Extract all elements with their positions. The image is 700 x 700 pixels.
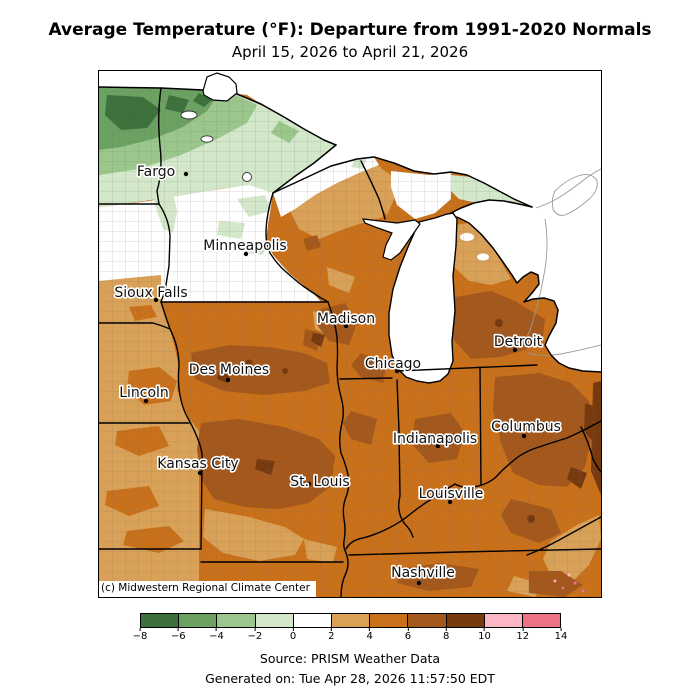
colorbar-segment-5 — [331, 614, 371, 627]
state-borders — [99, 87, 601, 597]
small-lake — [242, 172, 252, 182]
colorbar-tick-−4: −4 — [209, 628, 224, 642]
colorbar-tick-−2: −2 — [247, 628, 262, 642]
city-label-madison: Madison — [317, 311, 375, 327]
colorbar-segment-2 — [217, 614, 256, 627]
colorbar-legend — [140, 613, 561, 628]
city-dot-nashville — [416, 580, 422, 586]
colorbar-segment-8 — [446, 614, 485, 627]
generated-caption: Generated on: Tue Apr 28, 2026 11:57:50 … — [205, 671, 495, 686]
city-layer: Fargo Minneapolis Sioux Falls Madison Chicag… — [113, 162, 562, 586]
colorbar-segment-7 — [408, 614, 447, 627]
small-lake — [180, 110, 198, 120]
city-dot-st-louis — [306, 481, 312, 487]
city-dot-indianapolis — [435, 443, 441, 449]
colorbar-tick-8: 8 — [443, 628, 449, 642]
city-dot-madison — [343, 323, 349, 329]
city-label-st-louis: St. Louis — [290, 474, 349, 490]
city-label-detroit: Detroit — [494, 334, 543, 350]
city-label-sioux-falls: Sioux Falls — [114, 285, 187, 301]
page-subtitle: April 15, 2026 to April 21, 2026 — [231, 43, 469, 61]
city-label-minneapolis: Minneapolis — [203, 238, 286, 254]
green-bay — [361, 218, 421, 261]
city-dot-columbus — [521, 433, 527, 439]
city-dot-detroit — [512, 347, 518, 353]
map-copyright: (c) Midwestern Regional Climate Center — [99, 581, 316, 597]
city-dot-minneapolis — [243, 251, 249, 257]
colorbar-segment-3 — [255, 614, 294, 627]
colorbar-segment-0 — [141, 614, 180, 627]
city-dot-kansas-city — [197, 470, 203, 476]
city-label-lincoln: Lincoln — [119, 385, 169, 401]
colorbar-segment-10 — [522, 614, 561, 627]
colorbar-tick-6: 6 — [405, 628, 411, 642]
city-label-louisville: Louisville — [419, 486, 484, 502]
city-dot-sioux-falls — [153, 297, 159, 303]
source-caption: Source: PRISM Weather Data — [259, 651, 441, 666]
colorbar-tick-14: 14 — [555, 628, 567, 642]
colorbar-tick-4: 4 — [366, 628, 373, 642]
page-title: Average Temperature (°F): Departure from… — [48, 20, 652, 40]
city-dot-louisville — [447, 499, 453, 505]
city-dot-des-moines — [225, 377, 231, 383]
city-label-indianapolis: Indianapolis — [393, 431, 477, 447]
colorbar-segment-6 — [370, 614, 409, 627]
colorbar-tick-−8: −8 — [133, 628, 147, 642]
colorbar-tick-2: 2 — [328, 628, 335, 642]
colorbar-tick-12: 12 — [516, 628, 529, 642]
colorbar-tick-10: 10 — [478, 628, 491, 642]
colorbar-tick-0: 0 — [290, 628, 296, 642]
city-label-kansas-city: Kansas City — [157, 456, 238, 472]
city-dot-chicago — [394, 368, 400, 374]
map-frame: Fargo Minneapolis Sioux Falls Madison Chicag… — [98, 70, 602, 598]
colorbar-tick-−6: −6 — [171, 628, 186, 642]
water-and-canada — [99, 71, 601, 593]
city-label-columbus: Columbus — [491, 419, 561, 435]
city-label-chicago: Chicago — [365, 356, 421, 372]
colorbar-segment-9 — [484, 614, 523, 627]
city-dot-lincoln — [143, 398, 149, 404]
colorbar-segment-4 — [293, 614, 332, 627]
city-label-nashville: Nashville — [391, 565, 455, 581]
city-label-des-moines: Des Moines — [189, 362, 269, 378]
small-lake — [200, 135, 214, 143]
city-label-fargo: Fargo — [137, 164, 175, 180]
lake-michigan — [388, 212, 458, 384]
colorbar-segment-1 — [179, 614, 218, 627]
city-dot-fargo — [183, 171, 189, 177]
midwest-temperature-anomaly-map: Fargo Minneapolis Sioux Falls Madison Chicag… — [99, 71, 601, 597]
canada-coastline — [526, 168, 601, 356]
colorbar-ticks: −8 −6 −4 −2 0 2 4 6 8 10 12 14 — [133, 628, 567, 644]
lake-of-the-woods — [202, 72, 238, 102]
